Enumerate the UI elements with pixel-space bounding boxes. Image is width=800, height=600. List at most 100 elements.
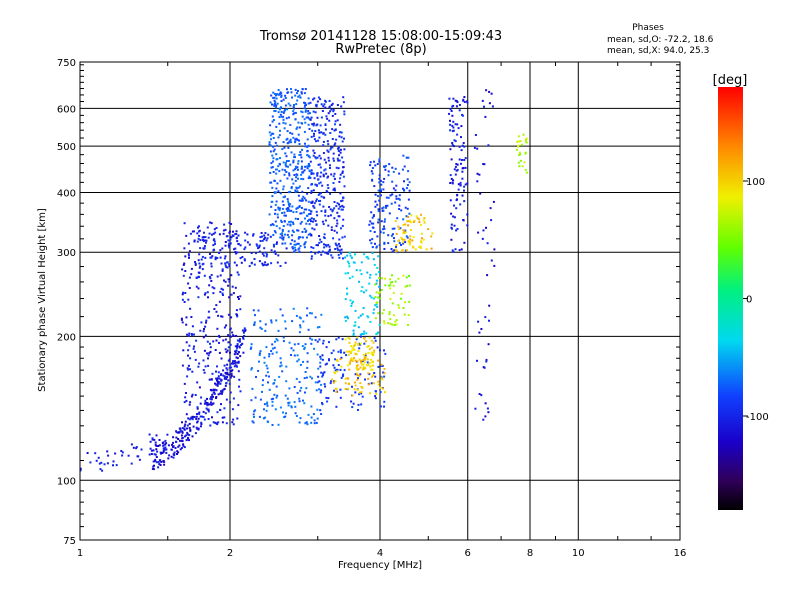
data-point: [224, 255, 227, 258]
data-point: [213, 248, 216, 251]
data-point: [276, 394, 279, 397]
data-point: [258, 354, 261, 357]
data-point: [290, 141, 293, 144]
data-point: [302, 195, 305, 198]
data-point: [311, 377, 313, 380]
data-point: [281, 212, 283, 214]
data-point: [344, 377, 347, 380]
data-point: [307, 123, 310, 126]
data-point: [279, 91, 282, 94]
data-point: [199, 265, 202, 268]
data-point: [451, 142, 454, 144]
data-point: [223, 387, 226, 390]
data-point: [331, 256, 334, 259]
data-point: [363, 330, 366, 333]
data-point: [307, 177, 310, 180]
data-point: [264, 236, 267, 239]
data-point: [217, 314, 220, 317]
data-point: [322, 144, 325, 147]
data-point: [276, 339, 279, 342]
data-point: [374, 397, 377, 400]
data-point: [303, 377, 306, 380]
data-point: [380, 363, 383, 366]
data-point: [377, 365, 380, 368]
data-point: [311, 338, 314, 341]
data-point: [397, 277, 400, 280]
data-point: [523, 161, 526, 164]
data-point: [265, 346, 268, 349]
data-point: [363, 337, 365, 339]
data-point: [312, 189, 315, 192]
data-point: [342, 218, 345, 221]
data-point: [359, 343, 362, 346]
data-point: [290, 209, 293, 212]
data-point: [310, 220, 312, 223]
data-point: [288, 205, 291, 208]
data-point: [413, 219, 416, 222]
data-point: [453, 145, 455, 148]
data-point: [315, 157, 318, 160]
data-point: [265, 409, 268, 412]
data-point: [335, 205, 338, 208]
data-point: [357, 326, 360, 329]
data-point: [280, 106, 282, 109]
data-point: [310, 255, 313, 258]
data-point: [402, 223, 405, 226]
data-point: [215, 339, 218, 342]
data-point: [334, 142, 337, 145]
data-point: [285, 117, 288, 120]
data-point: [409, 235, 412, 238]
data-point: [287, 102, 290, 105]
data-point: [187, 298, 190, 301]
data-point: [217, 381, 220, 384]
data-point: [388, 212, 391, 215]
data-point: [456, 163, 459, 166]
data-point: [317, 129, 320, 132]
data-point: [383, 375, 386, 378]
data-point: [377, 210, 380, 213]
data-point: [478, 331, 481, 334]
data-point: [209, 342, 211, 345]
data-point: [314, 104, 317, 107]
data-point: [410, 221, 413, 224]
data-point: [182, 443, 185, 446]
data-point: [270, 319, 273, 322]
data-point: [224, 376, 227, 379]
data-point: [194, 394, 197, 396]
data-point: [322, 374, 324, 377]
data-point: [155, 461, 158, 464]
x-axis-label: Frequency [MHz]: [338, 560, 422, 571]
data-point: [252, 413, 255, 416]
data-point: [297, 95, 300, 98]
data-point: [387, 242, 390, 245]
data-point: [303, 107, 306, 110]
data-point: [493, 248, 496, 251]
data-point: [361, 333, 363, 335]
data-point: [294, 165, 297, 168]
data-point: [339, 349, 342, 352]
data-point: [394, 201, 397, 204]
data-point: [299, 317, 302, 320]
data-point: [234, 252, 237, 255]
data-point: [230, 223, 233, 225]
data-point: [313, 419, 316, 422]
data-point: [395, 195, 398, 198]
data-point: [242, 331, 245, 334]
data-point: [318, 193, 321, 195]
data-point: [274, 106, 277, 109]
data-point: [175, 430, 178, 433]
data-point: [402, 154, 405, 157]
data-point: [306, 149, 309, 152]
data-point: [402, 274, 405, 277]
data-point: [308, 213, 310, 216]
data-point: [284, 164, 287, 166]
data-point: [371, 216, 374, 219]
data-point: [450, 212, 453, 215]
data-point: [284, 327, 287, 330]
data-point: [277, 423, 280, 426]
data-point: [225, 422, 228, 425]
data-point: [204, 292, 207, 295]
data-point: [377, 312, 380, 315]
data-point: [292, 169, 295, 172]
stats-o-line: mean, sd,O: -72.2, 18.6: [607, 35, 714, 45]
